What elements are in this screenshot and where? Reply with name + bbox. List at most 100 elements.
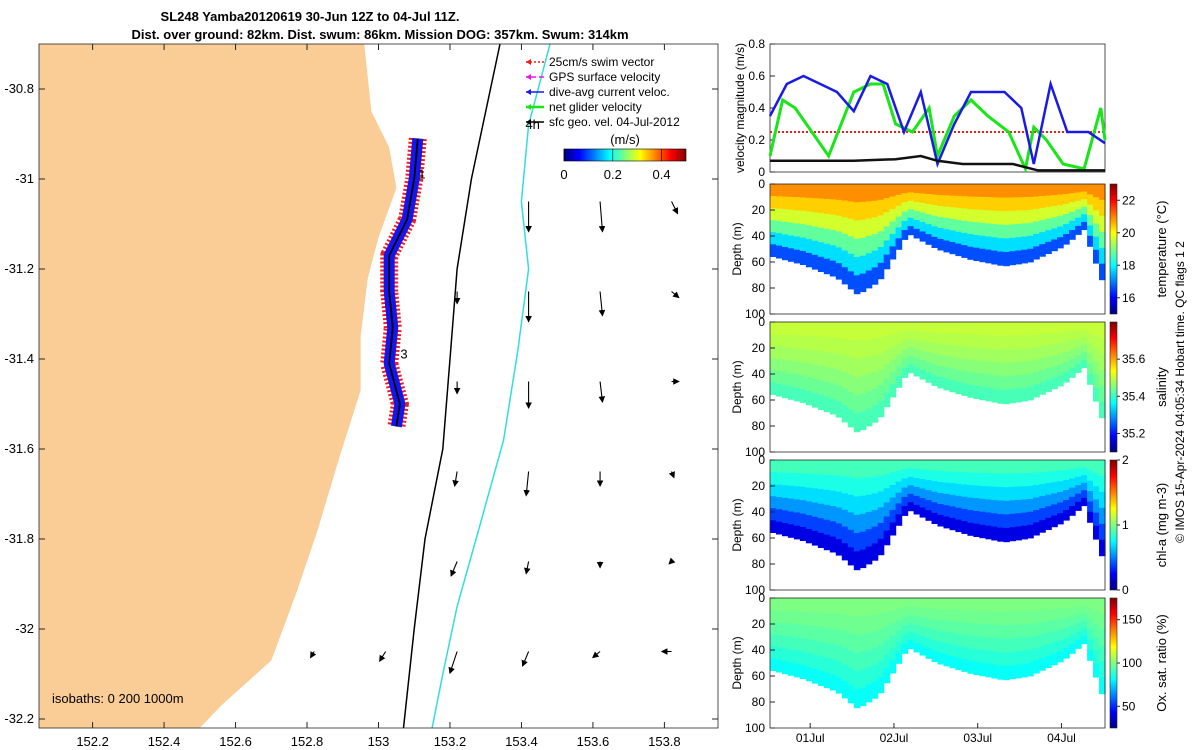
section-cell	[895, 184, 903, 196]
section-cell	[1099, 184, 1106, 201]
section-cell	[770, 496, 777, 509]
section-cell	[782, 523, 789, 537]
section-cell	[1039, 460, 1046, 473]
section-cell	[782, 510, 789, 524]
section-cell	[883, 322, 891, 337]
section-cell	[955, 598, 962, 611]
section-cell	[1003, 598, 1010, 613]
section-cell	[805, 335, 813, 351]
section-cell	[895, 503, 903, 515]
section-cell	[811, 322, 819, 337]
section-cell	[901, 644, 909, 654]
section-cell	[787, 460, 795, 474]
section-cell	[985, 598, 992, 612]
section-cell	[1039, 196, 1046, 209]
section-cell	[1015, 197, 1022, 212]
section-cell	[889, 233, 897, 247]
section-cell	[883, 254, 891, 270]
section-cell	[776, 598, 783, 611]
section-cell	[1057, 184, 1064, 196]
section-cell	[865, 546, 873, 565]
section-cell	[1069, 487, 1076, 498]
section-cell	[1051, 355, 1058, 367]
section-cell	[865, 339, 873, 358]
section-cell	[776, 334, 783, 348]
section-cell	[1099, 475, 1106, 493]
section-cell	[919, 322, 927, 333]
section-cell	[931, 470, 939, 482]
section-cell	[865, 253, 873, 272]
section-cell	[1027, 322, 1034, 336]
section-cell	[823, 534, 831, 551]
section-cell	[1033, 623, 1040, 637]
section-cell	[913, 469, 921, 479]
section-cell	[1015, 460, 1022, 474]
section-cell	[943, 217, 951, 230]
section-cell	[979, 196, 986, 211]
section-cell	[1027, 222, 1034, 237]
section-cell	[1045, 241, 1052, 254]
section-cell	[1039, 322, 1046, 335]
section-cell	[782, 359, 789, 373]
section-cell	[1021, 512, 1028, 527]
section-cell	[787, 498, 795, 513]
section-cell	[1075, 476, 1082, 486]
section-cell	[997, 184, 1004, 199]
section-cell	[919, 460, 927, 471]
section-cell	[865, 201, 873, 220]
section-cell	[859, 651, 867, 671]
section-cell	[1087, 480, 1094, 492]
section-cell	[1075, 501, 1082, 511]
section-cell	[1093, 348, 1100, 363]
section-cell	[811, 654, 819, 670]
section-cell	[782, 196, 789, 210]
section-cell	[985, 361, 992, 376]
section-cell	[1033, 246, 1040, 260]
section-cell	[835, 507, 843, 524]
section-cell	[937, 652, 945, 665]
section-cell	[877, 538, 885, 556]
section-cell	[1003, 362, 1010, 377]
section-cell	[925, 470, 933, 481]
section-cell	[1075, 347, 1082, 357]
section-cell	[770, 610, 777, 623]
section-cell	[997, 625, 1004, 640]
section-cell	[1063, 224, 1070, 235]
section-cell	[895, 194, 903, 207]
section-cell	[979, 649, 986, 664]
section-cell	[811, 240, 819, 256]
section-cell	[1033, 372, 1040, 386]
section-cell	[961, 622, 968, 636]
section-cell	[841, 200, 849, 218]
section-cell	[1027, 197, 1034, 211]
section-cell	[973, 472, 980, 486]
section-cell	[1015, 486, 1022, 501]
current-vector-arrow	[671, 291, 680, 299]
section-cell	[1045, 230, 1052, 243]
section-cell	[913, 616, 921, 626]
section-cell	[1051, 344, 1058, 356]
section-cell	[1069, 340, 1076, 351]
section-cell	[997, 197, 1004, 212]
section-cell	[961, 220, 968, 234]
section-cell	[1009, 611, 1016, 626]
section-cell	[847, 547, 855, 566]
section-cell	[776, 659, 783, 673]
section-cell	[776, 221, 783, 234]
section-cell	[883, 378, 891, 394]
section-cell	[1057, 205, 1064, 217]
section-x-tick-label: 02Jul	[880, 731, 909, 745]
section-cell	[1021, 387, 1028, 402]
section-cell	[961, 598, 968, 611]
section-cell	[823, 396, 831, 413]
section-cell	[847, 356, 855, 375]
section-cell	[1027, 649, 1034, 664]
section-cell	[973, 247, 980, 261]
section-cell	[961, 232, 968, 246]
section-cell	[1075, 355, 1082, 365]
section-cell	[817, 322, 825, 338]
section-cell	[877, 337, 885, 355]
section-cell	[1045, 460, 1052, 473]
section-cell	[889, 522, 897, 536]
section-cell	[829, 613, 837, 630]
